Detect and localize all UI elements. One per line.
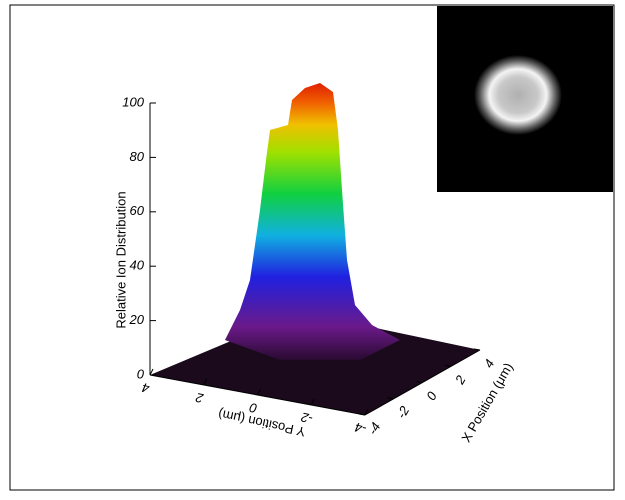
z-tick-label: 40 xyxy=(130,258,145,273)
x-axis-label: X Position (μm) xyxy=(458,360,516,445)
x-tick xyxy=(416,381,423,383)
surface xyxy=(225,83,400,360)
z-tick-label: 60 xyxy=(130,203,145,218)
y-tick xyxy=(149,368,154,376)
y-tick xyxy=(364,408,369,416)
x-tick-label: 0 xyxy=(423,388,440,402)
y-tick-label: -2 xyxy=(299,409,314,426)
y-tick-label: 2 xyxy=(194,390,206,407)
z-tick-label: 0 xyxy=(137,366,145,381)
y-tick-label: 0 xyxy=(247,400,258,416)
x-tick-label: 4 xyxy=(481,357,498,371)
x-tick xyxy=(473,348,481,351)
y-tick xyxy=(203,378,208,386)
z-axis-label: Relative Ion Distribution xyxy=(113,191,128,328)
y-tick xyxy=(257,388,261,396)
y-tick-label: 4 xyxy=(141,380,151,396)
x-tick-label: -2 xyxy=(393,403,412,421)
x-tick-label: 2 xyxy=(452,372,469,387)
inset-ring xyxy=(474,55,562,135)
y-tick-label: -4 xyxy=(354,420,368,437)
z-tick-label: 80 xyxy=(130,149,145,164)
y-axis-label: Y Position (μm) xyxy=(217,406,307,439)
x-tick xyxy=(358,413,366,416)
x-tick xyxy=(445,364,452,367)
y-tick xyxy=(310,398,315,406)
x-tick xyxy=(387,397,394,400)
frame xyxy=(9,4,615,491)
z-tick-label: 100 xyxy=(122,94,144,109)
floor xyxy=(150,312,480,415)
z-tick-label: 20 xyxy=(129,312,145,327)
